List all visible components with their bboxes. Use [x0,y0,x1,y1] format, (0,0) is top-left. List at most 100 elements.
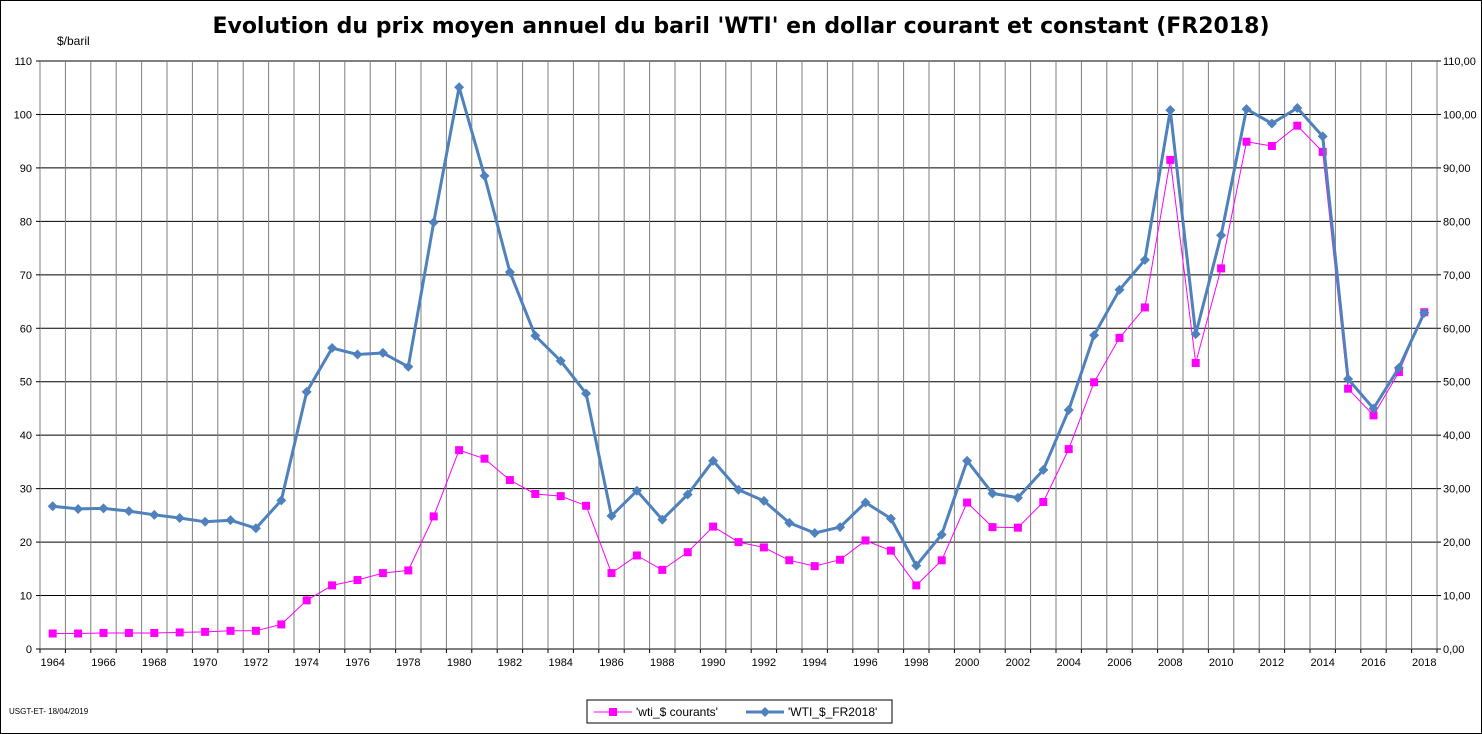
data-point-fr2018 [352,349,363,360]
grid [39,60,1438,650]
x-tick-label: 1976 [345,657,369,669]
legend-marker-courants [609,708,617,716]
data-point-courants [1191,359,1200,368]
y-axis-unit-label: $/baril [57,34,90,48]
data-point-fr2018 [1114,284,1125,295]
data-point-fr2018 [1266,118,1277,129]
data-point-fr2018 [403,361,414,372]
data-point-fr2018 [1419,307,1430,318]
data-point-fr2018 [1241,104,1252,115]
data-point-courants [1013,523,1022,532]
data-point-fr2018 [708,455,719,466]
axes [36,60,1441,653]
data-point-courants [886,546,895,555]
x-tick-label: 1972 [244,657,268,669]
y-tick-label-left: 110 [14,56,32,68]
y-tick-label-left: 70 [20,270,32,282]
data-point-courants [251,626,260,635]
data-point-fr2018 [47,501,58,512]
data-point-fr2018 [1368,403,1379,414]
data-point-courants [455,446,464,455]
data-point-courants [1140,303,1149,312]
data-point-fr2018 [911,560,922,571]
x-tick-label: 1998 [904,657,928,669]
y-tick-label-left: 10 [20,591,32,603]
x-tick-label: 2008 [1158,657,1182,669]
data-point-fr2018 [1063,405,1074,416]
data-point-courants [480,454,489,463]
x-tick-label: 2018 [1412,657,1436,669]
x-tick-label: 2004 [1056,657,1080,669]
legend-box [586,699,893,724]
data-point-courants [1064,445,1073,454]
legend-label-courants: 'wti_$ courants' [636,705,718,719]
data-point-courants [988,523,997,532]
data-point-fr2018 [835,522,846,533]
data-point-fr2018 [860,497,871,508]
data-point-courants [74,629,83,638]
data-point-courants [607,569,616,578]
y-tick-label-right: 40,00 [1443,430,1471,442]
data-point-courants [124,628,133,637]
data-point-courants [175,628,184,637]
y-tick-label-right: 70,00 [1443,270,1471,282]
data-point-fr2018 [1139,254,1150,265]
x-tick-label: 2006 [1107,657,1131,669]
data-point-courants [1217,264,1226,273]
data-point-courants [937,556,946,565]
x-tick-label: 1964 [40,657,64,669]
data-point-courants [658,565,667,574]
data-point-fr2018 [327,343,338,354]
data-point-fr2018 [809,528,820,539]
data-point-fr2018 [1012,492,1023,503]
y-tick-label-left: 60 [20,323,32,335]
data-point-courants [810,562,819,571]
data-point-courants [1039,498,1048,506]
data-point-courants [759,543,768,552]
data-point-fr2018 [1343,374,1354,385]
data-point-courants [353,576,362,585]
x-tick-label: 1988 [650,657,674,669]
x-tick-label: 1982 [498,657,522,669]
data-point-courants [48,629,57,638]
data-point-courants [277,620,286,629]
x-tick-label: 1986 [599,657,623,669]
legend-label-fr2018: 'WTI_$_FR2018' [788,705,877,719]
x-tick-label: 1984 [548,657,572,669]
data-point-courants [582,501,591,510]
data-point-fr2018 [784,517,795,528]
data-point-courants [1369,411,1378,420]
data-point-fr2018 [733,484,744,495]
series-layer [47,82,1430,638]
y-tick-label-right: 100,00 [1443,109,1477,121]
data-point-courants [836,555,845,564]
data-point-fr2018 [1165,105,1176,116]
data-point-courants [1293,121,1302,130]
x-tick-label: 2012 [1260,657,1284,669]
data-point-fr2018 [657,514,668,525]
y-tick-label-right: 60,00 [1443,323,1471,335]
x-tick-label: 1974 [294,657,318,669]
footer-note: USGT-ET- 18/04/2019 [9,707,89,716]
data-point-courants [734,538,743,547]
data-point-fr2018 [174,513,185,524]
data-point-courants [1318,147,1327,156]
y-tick-label-right: 110,00 [1443,56,1476,68]
x-tick-label: 1978 [396,657,420,669]
y-tick-label-left: 20 [20,537,32,549]
y-tick-label-right: 30,00 [1443,484,1471,496]
tick-labels: 0 0,00 10 10,00 20 20,00 30 30,00 40 40,00 50 50,00… [14,56,1477,669]
data-point-fr2018 [454,82,465,93]
data-point-courants [328,581,337,590]
data-point-fr2018 [758,495,769,506]
data-point-fr2018 [250,523,261,534]
y-tick-label-left: 0 [26,644,32,656]
x-tick-label: 1968 [142,657,166,669]
data-point-courants [531,489,540,498]
y-tick-label-left: 80 [20,216,32,228]
data-point-fr2018 [885,513,896,524]
data-point-courants [963,498,972,507]
x-tick-label: 2002 [1006,657,1030,669]
x-tick-label: 1990 [701,657,725,669]
y-tick-label-left: 90 [20,163,32,175]
